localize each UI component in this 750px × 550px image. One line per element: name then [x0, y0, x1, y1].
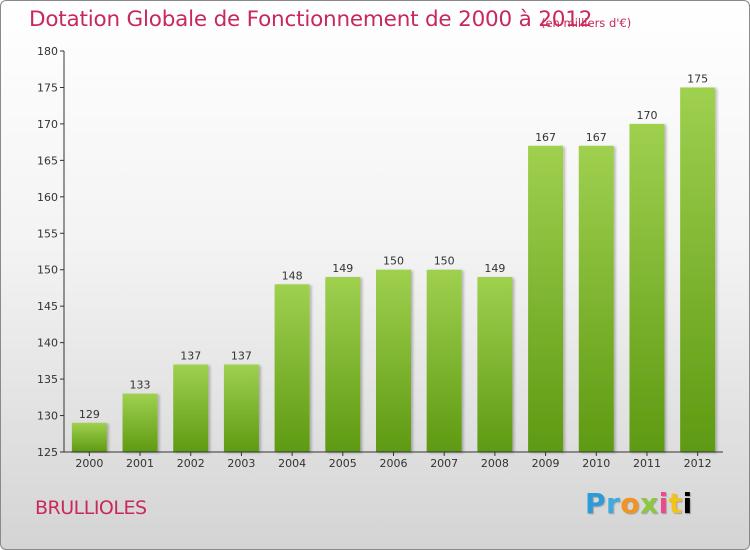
commune-name: BRULLIOLES: [35, 497, 147, 519]
bar-value-label: 167: [586, 131, 607, 144]
chart-subtitle: (en milliers d'€): [541, 16, 632, 30]
y-tick-label: 140: [37, 337, 58, 350]
bar: [122, 393, 158, 452]
bar-value-label: 137: [231, 350, 252, 363]
bar-value-label: 175: [687, 72, 708, 85]
bar: [426, 269, 462, 452]
x-tick-label: 2007: [430, 457, 458, 470]
x-tick-label: 2009: [532, 457, 560, 470]
bar: [528, 145, 564, 453]
bar-value-label: 150: [383, 255, 404, 268]
bar: [223, 364, 259, 452]
y-tick-label: 130: [37, 410, 58, 423]
y-axis: 125 130 135 140 145 150 155 160 165 170 175 180: [37, 45, 65, 459]
bars: 129 133 137 137 148 149 150 150 149 167 167 170 175: [71, 72, 716, 453]
x-axis: 2000 2001 2002 2003 2004 2005 2006 2007 2008 2009…: [64, 451, 723, 470]
x-tick-label: 2006: [380, 457, 408, 470]
y-tick-label: 145: [37, 300, 58, 313]
bar-value-label: 133: [130, 379, 151, 392]
x-tick-label: 2003: [227, 457, 255, 470]
x-tick-label: 2004: [278, 457, 306, 470]
bar-value-label: 149: [332, 262, 353, 275]
y-tick-label: 155: [37, 227, 58, 240]
bar-value-label: 170: [636, 109, 657, 122]
proxiti-logo: Proxiti: [585, 487, 693, 520]
bar-value-label: 149: [484, 262, 505, 275]
y-tick-label: 160: [37, 191, 58, 204]
bar: [680, 87, 716, 453]
x-tick-label: 2012: [684, 457, 712, 470]
y-tick-label: 125: [37, 446, 58, 459]
y-tick-label: 150: [37, 264, 58, 277]
bar: [325, 277, 361, 452]
bar: [477, 277, 513, 452]
bar: [629, 123, 665, 452]
bar: [274, 284, 310, 452]
x-tick-label: 2001: [126, 457, 154, 470]
y-tick-label: 170: [37, 118, 58, 131]
x-tick-label: 2011: [633, 457, 661, 470]
y-tick-label: 175: [37, 81, 58, 94]
x-tick-label: 2005: [329, 457, 357, 470]
y-tick-label: 180: [37, 45, 58, 58]
bar: [578, 145, 614, 453]
x-tick-label: 2000: [75, 457, 103, 470]
bar: [376, 269, 411, 452]
y-tick-label: 135: [37, 373, 58, 386]
y-tick-label: 165: [37, 154, 58, 167]
bar-value-label: 129: [79, 408, 100, 421]
x-tick-label: 2010: [582, 457, 610, 470]
bar-value-label: 137: [180, 350, 201, 363]
bar-value-label: 148: [282, 269, 303, 282]
bar-value-label: 167: [535, 131, 556, 144]
bar: [173, 364, 209, 452]
bar-value-label: 150: [434, 255, 455, 268]
x-tick-label: 2008: [481, 457, 509, 470]
x-tick-label: 2002: [177, 457, 205, 470]
chart-title: Dotation Globale de Fonctionnement de 20…: [29, 7, 593, 32]
bar: [71, 422, 107, 452]
